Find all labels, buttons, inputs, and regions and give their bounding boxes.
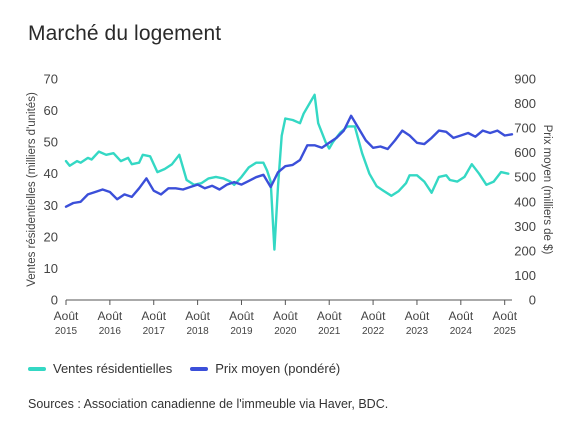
- x-tick-label-year: 2016: [99, 326, 122, 337]
- x-tick-label-year: 2021: [318, 326, 341, 337]
- legend-label-price: Prix moyen (pondéré): [215, 361, 341, 376]
- x-tick-label-year: 2025: [494, 326, 517, 337]
- y-tick-label-right: 600: [514, 145, 536, 160]
- y-tick-label-left: 50: [44, 135, 58, 150]
- x-tick-label-year: 2023: [406, 326, 429, 337]
- legend-swatch-sales: [28, 366, 46, 371]
- x-axis-ticks: Août 2015 Août 2016 Août 2017 Août 2018 Août 2019…: [54, 300, 518, 337]
- y-axis-label-right: Prix moyen (milliers de $): [541, 125, 553, 255]
- y-tick-label-left: 30: [44, 198, 58, 213]
- series-line-sales: [64, 93, 510, 251]
- legend-swatch-price: [190, 366, 209, 371]
- chart-title: Marché du logement: [28, 22, 222, 45]
- y-tick-label-right: 0: [529, 293, 536, 308]
- y-tick-label-right: 300: [514, 219, 536, 234]
- y-tick-label-right: 500: [514, 170, 536, 185]
- right-axis-ticks: 0 100 200 300 400 500 600 700 800 900: [514, 72, 536, 308]
- x-tick-label-year: 2018: [186, 326, 209, 337]
- x-tick-label-month: Août: [492, 309, 517, 323]
- x-tick-label-month: Août: [54, 309, 79, 323]
- y-tick-label-right: 700: [514, 121, 536, 136]
- x-tick-label-year: 2022: [362, 326, 385, 337]
- x-tick-label-month: Août: [448, 309, 473, 323]
- legend-label-sales: Ventes résidentielles: [53, 361, 173, 376]
- y-tick-label-right: 100: [514, 268, 536, 283]
- legend-item-sales: Ventes résidentielles: [28, 361, 172, 376]
- x-tick-label-year: 2019: [230, 326, 253, 337]
- y-tick-label-right: 800: [514, 96, 536, 111]
- y-tick-label-left: 60: [44, 103, 58, 118]
- x-tick-label-month: Août: [229, 309, 254, 323]
- x-tick-label-year: 2017: [143, 326, 166, 337]
- y-tick-label-left: 20: [44, 229, 58, 244]
- y-tick-label-right: 400: [514, 194, 536, 209]
- y-tick-label-right: 900: [514, 72, 536, 87]
- x-tick-label-month: Août: [141, 309, 166, 323]
- x-tick-label-month: Août: [185, 309, 210, 323]
- y-tick-label-left: 10: [44, 261, 58, 276]
- legend: Ventes résidentielles Prix moyen (pondér…: [28, 361, 340, 376]
- x-tick-label-year: 2020: [274, 326, 297, 337]
- x-tick-label-month: Août: [405, 309, 430, 323]
- source-note: Sources : Association canadienne de l'im…: [28, 397, 389, 411]
- series-line-price: [64, 114, 514, 208]
- x-tick-label-month: Août: [273, 309, 298, 323]
- y-tick-label-left: 70: [44, 72, 58, 87]
- x-tick-label-month: Août: [317, 309, 342, 323]
- y-tick-label-left: 40: [44, 166, 58, 181]
- y-tick-label-right: 200: [514, 243, 536, 258]
- series-group: [64, 93, 514, 251]
- y-axis-label-left: Ventes résidentielles (milliers d'unités…: [26, 92, 38, 287]
- y-tick-label-left: 0: [51, 293, 58, 308]
- x-tick-label-year: 2015: [55, 326, 78, 337]
- legend-item-price: Prix moyen (pondéré): [190, 361, 340, 376]
- left-axis-ticks: 0 10 20 30 40 50 60 70: [44, 72, 58, 308]
- x-tick-label-month: Août: [98, 309, 123, 323]
- x-tick-label-month: Août: [361, 309, 386, 323]
- x-tick-label-year: 2024: [450, 326, 473, 337]
